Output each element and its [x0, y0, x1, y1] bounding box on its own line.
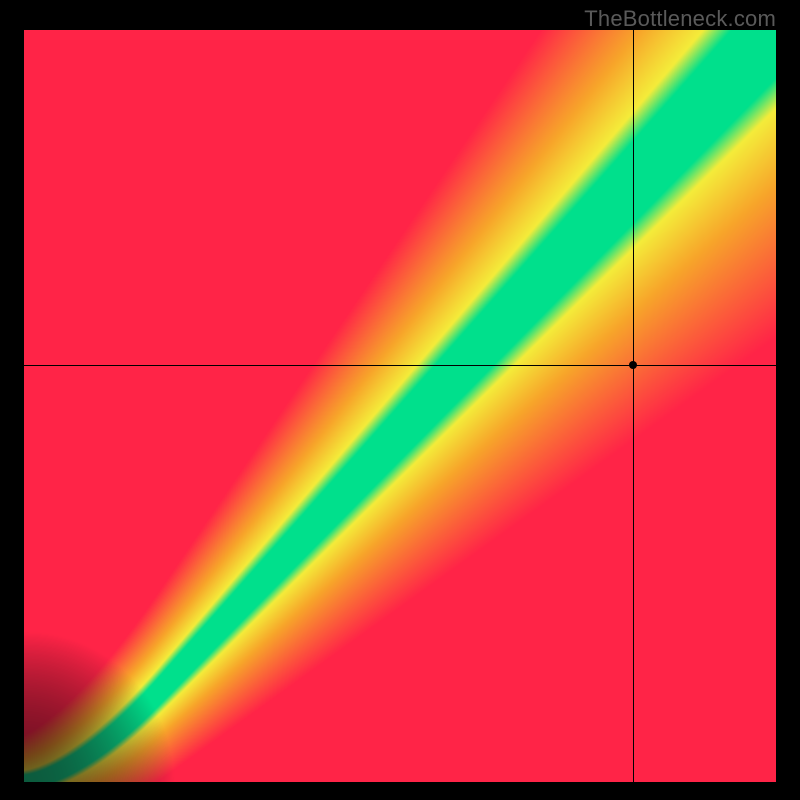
watermark-text: TheBottleneck.com [584, 6, 776, 32]
crosshair-horizontal [24, 365, 776, 366]
heatmap-plot [24, 30, 776, 782]
marker-point [629, 361, 637, 369]
heatmap-canvas [24, 30, 776, 782]
crosshair-vertical [633, 30, 634, 782]
